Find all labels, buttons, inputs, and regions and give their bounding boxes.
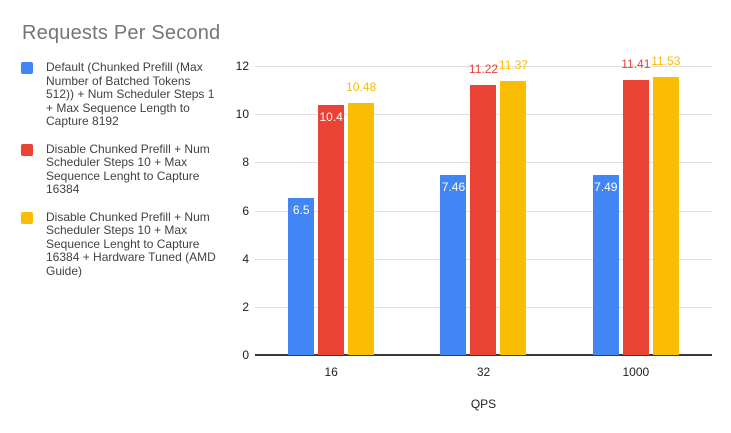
bar-value-label: 11.53	[651, 54, 681, 69]
bar-series1-16: 6.5	[288, 198, 315, 355]
bar-value-label: 11.22	[468, 61, 499, 76]
bar-value-label: 11.41	[621, 57, 651, 72]
legend-swatch-icon	[21, 211, 33, 224]
bar-groups: 6.5 10.4 10.48 7.46 11.22 11.37 7.49 11.41 11.53	[255, 54, 712, 355]
bar-value-label: 10.4	[319, 109, 343, 124]
legend-item-2: Disable Chunked Prefill + Num Scheduler …	[21, 141, 231, 197]
bar-value-label: 6.5	[292, 203, 310, 218]
x-tick-label: 1000	[622, 365, 650, 379]
gridline	[255, 66, 712, 67]
bar-series2-16: 10.4	[318, 104, 345, 355]
bar-series2-1000: 11.41	[621, 57, 650, 355]
y-tick-label: 4	[242, 251, 249, 266]
bar-series1-32: 7.46	[440, 175, 467, 355]
y-axis: 0 2 4 6 8 10 12	[205, 0, 249, 433]
x-axis: 16 32 1000	[255, 365, 712, 379]
legend-item-1: Default (Chunked Prefill (Max Number of …	[21, 60, 231, 129]
bar-value-label: 10.48	[346, 79, 377, 94]
legend-swatch-icon	[21, 143, 33, 156]
legend-label: Disable Chunked Prefill + Num Scheduler …	[46, 209, 216, 278]
bar-series2-32: 11.22	[469, 62, 498, 355]
y-tick-label: 10	[235, 107, 249, 122]
y-tick-label: 0	[242, 348, 249, 362]
legend-item-3: Disable Chunked Prefill + Num Scheduler …	[21, 209, 231, 279]
x-axis-line	[255, 354, 712, 356]
y-tick-label: 6	[242, 203, 249, 218]
chart-title: Requests Per Second	[22, 22, 221, 44]
bar-group-32: 7.46 11.22 11.37	[407, 58, 559, 355]
plot-area: 6.5 10.4 10.48 7.46 11.22 11.37 7.49 11.41 11.53	[255, 54, 712, 356]
legend-label: Disable Chunked Prefill + Num Scheduler …	[46, 141, 210, 196]
bar-value-label: 11.37	[498, 58, 529, 73]
y-tick-label: 2	[242, 299, 249, 314]
x-tick-label: 32	[476, 365, 491, 379]
bar-series3-1000: 11.53	[651, 54, 680, 355]
bar-series3-32: 11.37	[499, 58, 528, 355]
bar-value-label: 7.46	[441, 180, 466, 195]
bar-group-1000: 7.49 11.41 11.53	[560, 54, 712, 355]
y-tick-label: 8	[242, 155, 249, 170]
y-tick-label: 12	[235, 59, 249, 73]
x-tick-label: 16	[324, 365, 338, 379]
legend-label: Default (Chunked Prefill (Max Number of …	[46, 60, 215, 128]
legend: Default (Chunked Prefill (Max Number of …	[21, 60, 231, 292]
x-axis-title: QPS	[470, 397, 497, 411]
bar-group-16: 6.5 10.4 10.48	[255, 66, 407, 355]
bar-value-label: 7.49	[594, 179, 618, 194]
legend-swatch-icon	[21, 62, 33, 74]
bar-series1-1000: 7.49	[592, 174, 619, 355]
bar-series3-16: 10.48	[346, 80, 376, 355]
